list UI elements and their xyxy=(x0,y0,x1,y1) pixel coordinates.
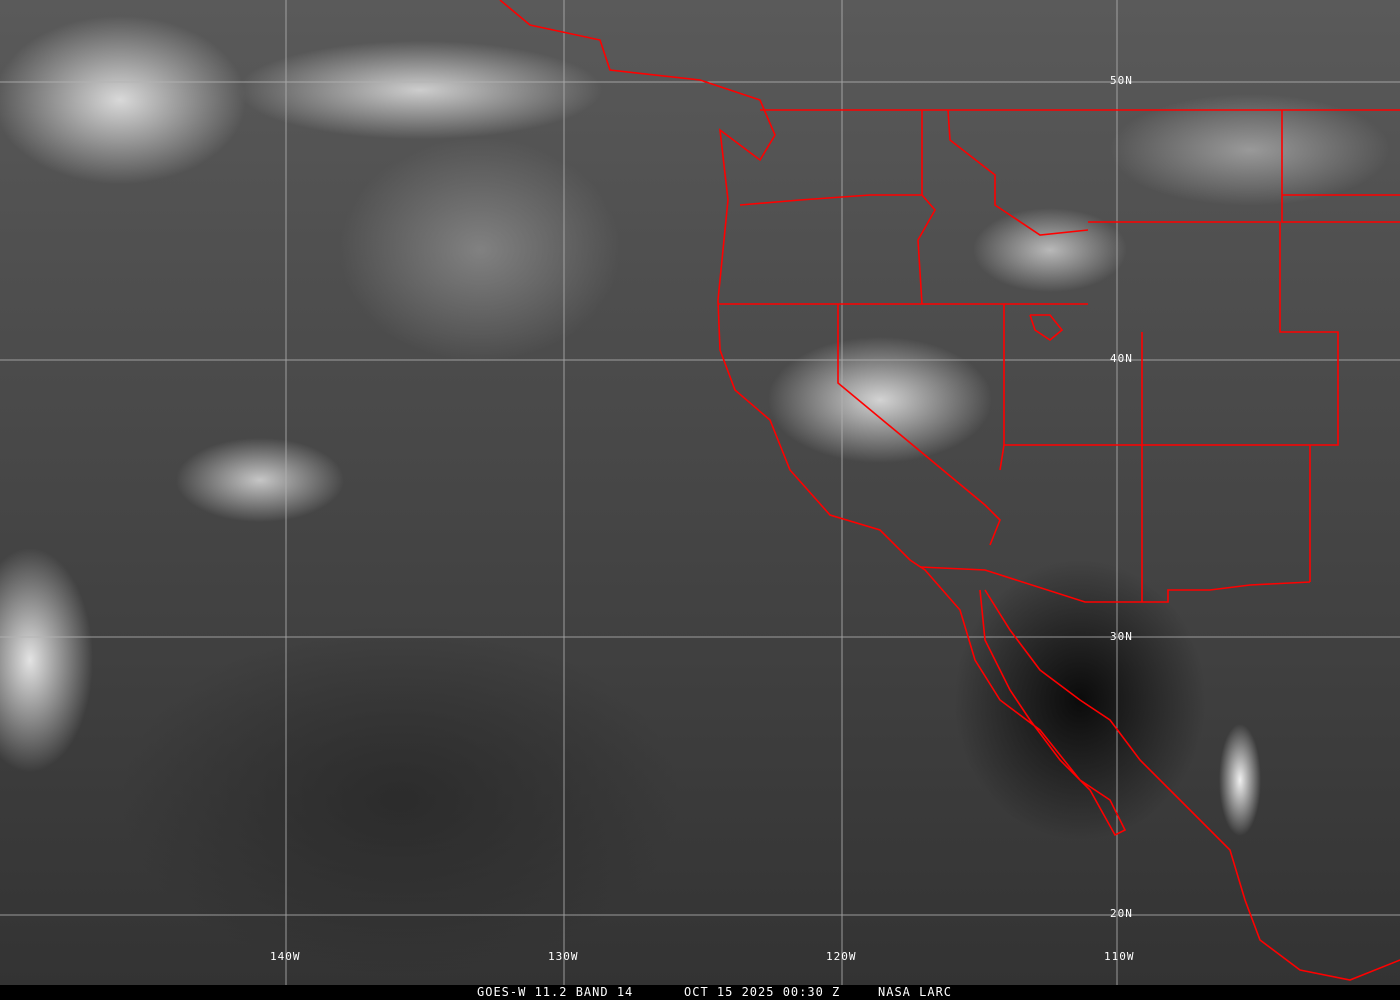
mexico-mainland-coast xyxy=(984,589,1400,981)
label-120w: 120W xyxy=(826,950,857,963)
nv-east-border xyxy=(999,304,1005,471)
label-20n: 20N xyxy=(1110,907,1133,920)
caption-bar: GOES-W 11.2 BAND 14 OCT 15 2025 00:30 Z … xyxy=(0,985,1400,1000)
wa-or-border xyxy=(739,194,922,206)
label-130w: 130W xyxy=(548,950,579,963)
timestamp: OCT 15 2025 00:30 Z xyxy=(684,985,841,999)
great-salt-lake xyxy=(1029,314,1064,341)
montana-idaho-border xyxy=(947,109,1089,236)
ca-nv-border xyxy=(837,304,1001,546)
political-borders xyxy=(499,0,1400,981)
label-50n: 50N xyxy=(1110,74,1133,87)
wyoming-border xyxy=(1281,110,1400,223)
us-mexico-border xyxy=(919,566,1311,603)
utah-border xyxy=(1004,221,1339,446)
label-40n: 40N xyxy=(1110,352,1133,365)
label-110w: 110W xyxy=(1104,950,1135,963)
source: NASA LARC xyxy=(878,985,953,999)
west-coastline xyxy=(499,0,1127,837)
idaho-border xyxy=(917,110,936,305)
label-140w: 140W xyxy=(270,950,301,963)
satellite-band: GOES-W 11.2 BAND 14 xyxy=(477,985,634,999)
label-30n: 30N xyxy=(1110,630,1133,643)
